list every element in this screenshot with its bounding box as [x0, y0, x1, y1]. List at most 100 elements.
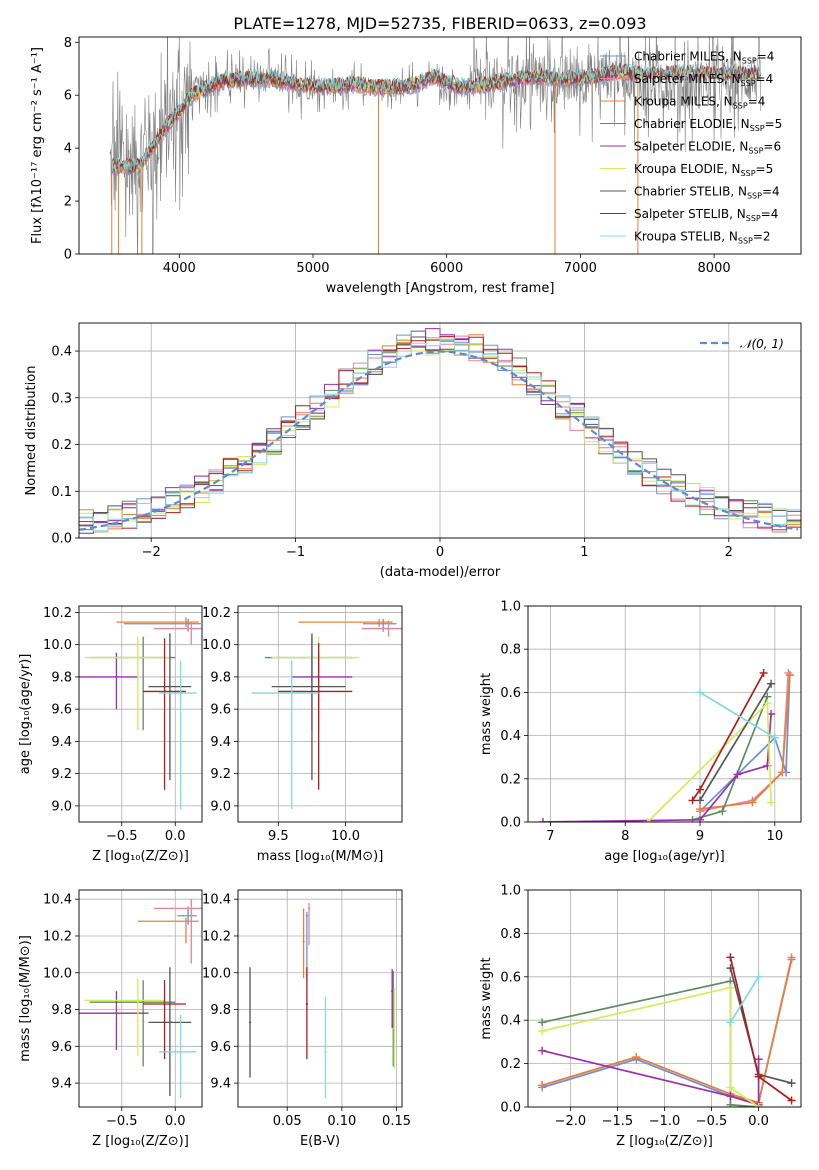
x-tick-label: −2 — [142, 545, 161, 560]
y-tick-label: 1.0 — [500, 600, 521, 615]
y-tick-label: 10.4 — [43, 893, 72, 908]
x-tick-label: 8 — [621, 829, 629, 844]
panel-spectrum: 4000 5000 6000 7000 8000 0 2 4 6 8 wavelength [Ang… — [30, 36, 802, 296]
x-tick-label: 0.0 — [748, 1114, 769, 1129]
weight-marker — [726, 983, 735, 992]
legend-sub: SSP — [741, 79, 756, 88]
legend-sub: SSP — [741, 169, 756, 178]
plot-area — [79, 617, 202, 810]
x-tick-label: 7 — [546, 829, 554, 844]
x-tick-label: 8000 — [698, 261, 731, 276]
y-tick-label: 0.2 — [51, 438, 72, 453]
y-tick-label: 9.4 — [210, 735, 231, 750]
weight-line-kroupa-stelib — [699, 691, 776, 739]
y-tick-label: 10.2 — [202, 606, 231, 621]
x-tick-label: 10.0 — [331, 829, 360, 844]
x-tick-label: −1.5 — [602, 1114, 634, 1129]
model-spectrum-salpeter-stelib — [112, 62, 761, 171]
weight-marker — [696, 815, 705, 822]
legend-entry: Salpeter ELODIE, NSSP=6 — [634, 140, 781, 156]
weight-marker — [696, 785, 705, 794]
y-tick-label: 9.8 — [51, 1003, 72, 1018]
weight-marker — [538, 1027, 547, 1036]
axes-frame — [237, 605, 403, 823]
y-tick-label: 0.8 — [500, 643, 521, 658]
y-tick-label: 0.4 — [51, 345, 72, 360]
y-tick-label: 6 — [64, 89, 72, 104]
x-tick-label: 2 — [725, 545, 733, 560]
y-tick-label: 2 — [64, 195, 72, 210]
weight-marker — [763, 699, 772, 708]
x-axis-label: Z [log₁₀(Z/Z⊙)] — [92, 1134, 189, 1149]
x-tick-label: −0.5 — [106, 829, 138, 844]
legend-nssp: =4 — [748, 95, 766, 109]
weight-line-salpeter-elodie — [542, 713, 772, 822]
weight-marker — [770, 733, 779, 742]
y-tick-label: 10.0 — [43, 966, 72, 981]
weight-marker — [726, 1018, 735, 1027]
y-tick-label: 9.0 — [51, 799, 72, 814]
model-spectrum-kroupa-stelib — [112, 62, 761, 171]
y-tick-label: 10.2 — [202, 929, 231, 944]
panel-weight_age: 7 8 9 10 0.0 0.2 0.4 0.6 0.8 1.0 age [log₁₀(age/yr… — [479, 600, 802, 864]
y-tick-label: 0.0 — [500, 1101, 521, 1116]
y-axis-label: age [log₁₀(age/yr)] — [18, 654, 33, 775]
y-tick-label: 8 — [64, 36, 72, 51]
y-tick-label: 9.8 — [210, 1003, 231, 1018]
weight-marker — [767, 679, 776, 688]
legend-sub: SSP — [738, 237, 753, 246]
legend-entry: Chabrier ELODIE, NSSP=5 — [634, 117, 782, 133]
weight-marker — [718, 807, 727, 816]
figure-title: PLATE=1278, MJD=52735, FIBERID=0633, z=0… — [233, 14, 646, 33]
y-tick-label: 0.8 — [500, 927, 521, 942]
y-tick-label: 0.6 — [500, 970, 521, 985]
y-tick-label: 9.4 — [51, 1077, 72, 1092]
legend-sub: SSP — [748, 147, 763, 156]
y-tick-label: 0.6 — [500, 686, 521, 701]
axes-frame — [78, 889, 203, 1108]
weight-marker — [696, 688, 705, 697]
x-tick-label: 0.10 — [327, 1114, 356, 1129]
panel-age_Z: −0.5 0.0 9.0 9.2 9.4 9.6 9.8 10.0 10.2 Z [log₁₀(Z… — [18, 605, 203, 864]
weight-line-chabrier-miles — [699, 675, 791, 812]
legend-entry: Kroupa MILES, NSSP=4 — [634, 95, 765, 111]
weight-marker — [726, 953, 735, 962]
y-tick-label: 0.2 — [500, 1057, 521, 1072]
y-tick-label: 9.0 — [210, 799, 231, 814]
weight-marker — [754, 972, 763, 981]
y-axis-label: Normed distribution — [24, 366, 39, 496]
legend-nssp: =4 — [762, 185, 780, 199]
y-tick-label: 9.2 — [51, 767, 72, 782]
weight-marker — [754, 1072, 763, 1081]
weight-marker — [726, 1100, 735, 1107]
weight-marker — [754, 1055, 763, 1064]
y-tick-label: 9.8 — [51, 670, 72, 685]
y-tick-label: 9.8 — [210, 670, 231, 685]
plot-area — [109, 37, 761, 254]
axes-frame — [237, 889, 403, 1108]
weight-line-chabrier-stelib — [729, 967, 792, 1084]
y-tick-label: 9.4 — [51, 735, 72, 750]
weight-marker — [538, 1046, 547, 1055]
axes-frame — [527, 605, 802, 823]
legend-nssp: =4 — [761, 207, 779, 221]
x-tick-label: 0.05 — [273, 1114, 302, 1129]
plot-area — [538, 953, 796, 1107]
y-tick-label: 0.4 — [500, 1014, 521, 1029]
plot-area — [79, 899, 202, 1098]
y-tick-label: 10.2 — [43, 929, 72, 944]
y-tick-label: 9.2 — [210, 767, 231, 782]
x-axis-label: E(B-V) — [300, 1134, 340, 1149]
axes-frame — [78, 322, 802, 539]
plot-area — [251, 618, 402, 810]
plot-area — [538, 668, 794, 822]
weight-line-salpeter-stelib — [729, 957, 793, 1102]
x-tick-label: 0.0 — [165, 829, 186, 844]
legend-name: Salpeter ELODIE, N — [634, 140, 748, 154]
x-tick-label: 5000 — [296, 261, 329, 276]
y-tick-label: 0 — [64, 248, 72, 263]
y-tick-label: 9.4 — [210, 1077, 231, 1092]
y-tick-label: 4 — [64, 142, 72, 157]
legend-entry: 𝒩(0, 1) — [740, 337, 784, 351]
